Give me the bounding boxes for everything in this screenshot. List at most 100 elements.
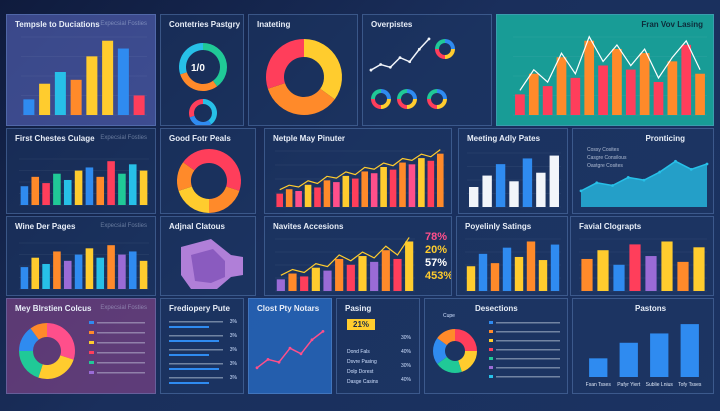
tick-label: Pafyr Yiert xyxy=(617,382,641,388)
pie-slice xyxy=(397,89,407,99)
legend-item: Oastgre Cosites xyxy=(587,163,623,169)
bar xyxy=(639,53,650,115)
bar xyxy=(85,167,94,205)
list-value: 3% xyxy=(229,319,237,325)
panel-subtitle: Expecsial Fosties xyxy=(100,305,147,311)
panel-title: Pronticing xyxy=(645,134,685,143)
bar xyxy=(102,40,114,115)
bar xyxy=(495,164,506,207)
pasing-row-label: Dolp Dorest xyxy=(347,369,374,375)
panel-pronticing: Pronticing Cossy Cosites Casgre Consilou… xyxy=(572,128,714,214)
chart-p21: Fsan Tsses Pafyr Yiert Sublie Lnius Tofy Ts… xyxy=(586,324,702,388)
data-point xyxy=(388,65,392,69)
bar xyxy=(20,186,29,205)
legend-item: Cossy Cosites xyxy=(587,147,619,153)
panel-title: Tempsle to Duciations xyxy=(15,20,100,29)
pie-slice xyxy=(445,39,455,49)
bar xyxy=(502,247,512,291)
bar xyxy=(538,260,548,291)
trend-line xyxy=(280,237,410,276)
bar xyxy=(63,260,72,289)
bar xyxy=(335,258,344,291)
pasing-row-value: 40% xyxy=(400,377,411,383)
chart-p17 xyxy=(169,321,223,384)
chart-p6 xyxy=(19,158,149,206)
data-point xyxy=(369,68,373,72)
pie-slice xyxy=(437,329,455,346)
panel-title: Adjnal Clatous xyxy=(169,222,226,231)
legend-swatch xyxy=(89,351,94,354)
bar xyxy=(681,44,692,115)
area-fill xyxy=(581,161,707,207)
chart-p2 xyxy=(179,43,227,125)
bar xyxy=(370,173,378,207)
bar xyxy=(526,241,536,291)
chart-p15 xyxy=(579,238,707,292)
panel-title: Navites Accesions xyxy=(273,222,344,231)
bar xyxy=(393,258,402,291)
list-value: 3% xyxy=(229,333,237,339)
bar xyxy=(653,81,664,115)
panel-title: Meeting Adly Pates xyxy=(467,134,541,143)
bar xyxy=(96,176,105,205)
bar xyxy=(522,158,533,207)
data-point xyxy=(689,167,693,171)
pie-slice xyxy=(19,351,43,378)
series-line xyxy=(256,330,324,369)
pie-slice xyxy=(427,89,437,99)
panel-inateting: Inateting xyxy=(248,14,358,126)
bar xyxy=(31,257,40,289)
bar xyxy=(389,169,397,207)
bar xyxy=(619,342,638,377)
pie-slice xyxy=(435,49,445,59)
bar xyxy=(528,73,539,115)
list-value: 3% xyxy=(229,347,237,353)
panel-clost-pty-notars: Clost Pty Notars xyxy=(248,298,332,394)
bar xyxy=(570,77,581,115)
pie-slice xyxy=(437,89,447,99)
legend-swatch xyxy=(489,330,493,333)
legend-text-line xyxy=(496,358,560,360)
legend-text-line xyxy=(496,340,560,342)
legend-text-line xyxy=(97,352,145,354)
bar xyxy=(139,170,148,205)
pie-slice xyxy=(209,186,240,213)
chart-p3 xyxy=(266,39,342,115)
panel-fran-vov-lasing: Fran Vov Lasing xyxy=(496,14,714,126)
data-point xyxy=(408,60,412,64)
bar xyxy=(370,261,379,291)
bar xyxy=(436,153,444,207)
panel-poyelinly-satings: Poyelinly Satings xyxy=(456,216,568,296)
pie-slice xyxy=(437,99,447,109)
bar xyxy=(358,256,367,291)
legend-swatch xyxy=(489,339,493,342)
bar xyxy=(581,258,593,291)
legend-text-line xyxy=(496,367,560,369)
bar xyxy=(107,245,115,289)
panel-adjnal-clatous: Adjnal Clatous xyxy=(160,216,256,296)
list-text-line xyxy=(169,321,223,323)
bar xyxy=(74,254,83,289)
bar xyxy=(54,71,66,115)
legend-swatch xyxy=(489,375,493,378)
bar xyxy=(645,256,657,291)
legend-swatch xyxy=(89,361,94,364)
data-point xyxy=(277,360,281,364)
trend-line xyxy=(519,35,701,91)
panel-pasing: Pasing 21% Dond Fals Dsvre Pasing Dolp D… xyxy=(336,298,420,394)
data-point xyxy=(417,47,421,51)
pie-slice xyxy=(397,99,407,109)
bar xyxy=(351,178,359,207)
list-value: 3% xyxy=(229,361,237,367)
data-point xyxy=(626,176,630,179)
pie-slice xyxy=(407,89,417,99)
panel-subtitle: Expecsial Fosties xyxy=(100,223,147,229)
panel-pastons: Pastons Fsan Tsses Pafyr Yiert Sublie Lniu… xyxy=(572,298,714,394)
data-point xyxy=(288,346,292,350)
legend-text-line xyxy=(97,342,145,344)
panel-title: Desections xyxy=(475,304,518,313)
panel-meeting-adly-pates: Meeting Adly Pates xyxy=(458,128,568,214)
panel-title: Pastons xyxy=(635,304,667,313)
bar xyxy=(661,241,673,291)
bar xyxy=(549,155,559,207)
